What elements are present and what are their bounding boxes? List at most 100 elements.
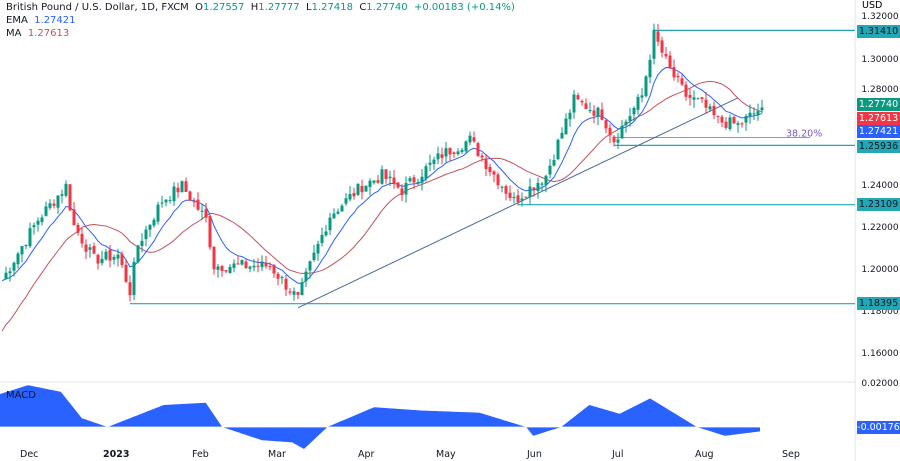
candle-body (276, 273, 280, 279)
x-tick-label: Sep (782, 449, 800, 460)
low-value: 1.27418 (311, 2, 353, 13)
level-price-tag: 1.25936 (857, 140, 900, 153)
candle-body (692, 97, 696, 100)
candle-body (484, 159, 488, 169)
candle-body (532, 187, 536, 191)
level-price-tag: 1.18395 (857, 297, 900, 311)
candle-body (652, 29, 656, 59)
candle-body (56, 195, 60, 208)
currency-label[interactable]: USD (862, 0, 883, 11)
candle-body (304, 271, 308, 282)
candle-body (716, 115, 720, 117)
candle-body (48, 203, 52, 208)
current-price-tag: 1.27613 (857, 111, 900, 125)
candle-body (544, 175, 548, 186)
candle-body (252, 265, 256, 268)
candle-body (504, 186, 508, 194)
x-tick-label: May (436, 449, 456, 460)
candle-body (376, 180, 380, 183)
candle-body (224, 270, 228, 272)
candle-body (300, 282, 304, 296)
candle-body (528, 186, 532, 197)
candle-body (208, 215, 212, 248)
x-tick-label: Dec (20, 449, 39, 460)
high-value: 1.27777 (258, 2, 300, 13)
change-value: +0.00183 (+0.14%) (414, 2, 515, 13)
candle-body (656, 31, 660, 42)
ma-legend[interactable]: MA 1.27613 (6, 28, 69, 39)
candle-body (700, 97, 704, 99)
candle-body (408, 178, 412, 182)
candle-body (416, 181, 420, 184)
candle-body (728, 117, 732, 129)
candle-body (296, 291, 300, 295)
candle-body (324, 231, 328, 236)
candle-body (140, 240, 144, 246)
macd-value-tag: -0.00176 (857, 421, 900, 434)
candle-body (496, 174, 500, 186)
candle-body (460, 150, 464, 152)
candle-body (636, 96, 640, 110)
symbol-title: British Pound / U.S. Dollar, 1D, FXCM (6, 2, 189, 13)
candle-body (684, 84, 688, 97)
candle-body (516, 195, 520, 203)
candle-body (156, 204, 160, 222)
y-tick-label: 1.18000 (861, 306, 899, 317)
candle-body (604, 120, 608, 129)
candle-body (228, 266, 232, 274)
high-label: H (250, 2, 259, 13)
candle-body (452, 152, 456, 155)
candle-body (720, 116, 724, 123)
candle-body (608, 127, 612, 136)
ma-label: MA (6, 28, 22, 39)
fib-level-label: 38.20% (786, 129, 822, 140)
candle-body (404, 182, 408, 195)
candle-body (24, 244, 28, 247)
candle-body (620, 125, 624, 139)
candle-body (204, 209, 208, 218)
candle-body (572, 94, 576, 113)
macd-histogram-area (0, 385, 760, 449)
ema-legend[interactable]: EMA 1.27421 (6, 15, 76, 26)
close-label: C (359, 2, 367, 13)
candle-body (540, 183, 544, 185)
candle-body (60, 194, 64, 196)
candle-body (216, 266, 220, 270)
candle-body (512, 197, 516, 199)
candle-body (688, 94, 692, 98)
candle-body (68, 184, 72, 211)
candle-body (36, 220, 40, 225)
candle-body (264, 262, 268, 267)
candle-body (180, 181, 184, 193)
candle-body (316, 243, 320, 254)
candle-body (676, 75, 680, 78)
candle-body (172, 186, 176, 202)
candle-body (4, 272, 8, 280)
candle-body (388, 176, 392, 179)
ma-line (1, 80, 763, 332)
candle-body (240, 260, 244, 265)
candle-body (8, 271, 12, 274)
candle-body (220, 266, 224, 271)
candle-body (12, 262, 16, 271)
candle-body (368, 180, 372, 187)
y-tick-label: 1.24000 (861, 180, 899, 191)
candle-body (312, 252, 316, 261)
candle-body (412, 177, 416, 183)
candle-body (88, 247, 92, 250)
x-tick-label: Feb (192, 449, 209, 460)
candle-body (92, 245, 96, 254)
candle-body (628, 116, 632, 122)
candle-body (392, 177, 396, 184)
candle-body (668, 55, 672, 69)
candle-body (476, 143, 480, 157)
close-value: 1.27740 (366, 2, 408, 13)
open-label: O (195, 2, 204, 13)
candle-body (440, 154, 444, 158)
candle-body (64, 183, 68, 196)
candle-body (672, 67, 676, 78)
candle-body (596, 107, 600, 117)
candle-body (176, 187, 180, 193)
current-price-tag: 1.27740 (857, 98, 900, 111)
